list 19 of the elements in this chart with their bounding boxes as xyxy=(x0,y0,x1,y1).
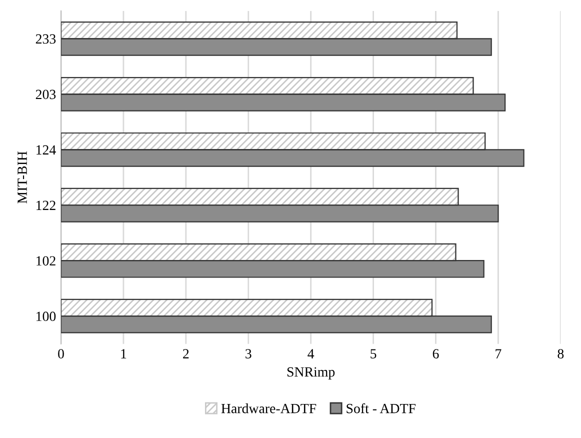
x-tick-label: 1 xyxy=(121,349,126,358)
x-tick-label: 6 xyxy=(432,349,439,358)
legend-label: Soft - ADTF xyxy=(346,403,416,414)
y-tick-label: 100 xyxy=(36,312,56,322)
x-tick-label: 3 xyxy=(246,349,252,358)
y-axis-title: MIT-BIH xyxy=(18,151,27,204)
legend-label: Hardware-ADTF xyxy=(221,403,316,414)
x-tick-label: 4 xyxy=(308,349,314,358)
x-tick-label: 8 xyxy=(558,349,564,358)
y-tick-label: 124 xyxy=(36,145,56,154)
x-tick-label: 5 xyxy=(370,349,376,358)
y-tick-label: 233 xyxy=(36,34,56,44)
x-tick-label: 0 xyxy=(58,349,64,358)
y-tick-label: 122 xyxy=(36,200,56,210)
y-tick-label: 102 xyxy=(36,256,56,266)
x-tick-label: 7 xyxy=(496,349,502,358)
x-axis-title: SNRimp xyxy=(287,367,335,380)
y-tick-label: 203 xyxy=(36,90,56,100)
x-tick-label: 2 xyxy=(183,349,189,358)
